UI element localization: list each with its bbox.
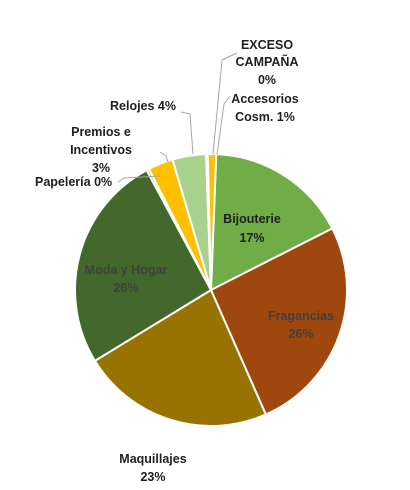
leader-line-premios-e-incentivos bbox=[159, 151, 169, 163]
data-label-exceso-campana-line3: 0% bbox=[258, 73, 276, 87]
data-label-premios-e-incentivos-line3: 3% bbox=[92, 161, 110, 175]
leader-line-exceso-campana bbox=[212, 52, 238, 155]
data-label-bijouterie-line2: 17% bbox=[239, 231, 264, 245]
data-label-maquillajes-line1: Maquillajes bbox=[119, 452, 186, 466]
data-label-exceso-campana-line2: CAMPAÑA bbox=[236, 54, 299, 69]
data-label-accesorios-cosm-line2: Cosm. 1% bbox=[235, 110, 295, 124]
data-label-papeleria-line1: Papelería 0% bbox=[35, 175, 112, 189]
data-label-accesorios-cosm-line1: Accesorios bbox=[231, 92, 298, 106]
data-label-bijouterie-line1: Bijouterie bbox=[223, 212, 281, 226]
data-labels: Bijouterie 17% Fragancias 26% Maquillajes 23%… bbox=[35, 38, 334, 484]
leader-lines bbox=[117, 52, 238, 183]
data-label-premios-e-incentivos-line1: Premios e bbox=[71, 125, 131, 139]
pie-slices bbox=[74, 153, 348, 427]
pie-slice-accesorios-cosm bbox=[206, 153, 218, 291]
data-label-moda-y-hogar-line1: Moda y Hogar bbox=[85, 263, 168, 277]
data-label-exceso-campana-line1: EXCESO bbox=[241, 38, 293, 52]
data-label-relojes-line1: Relojes 4% bbox=[110, 99, 176, 113]
data-label-maquillajes-line2: 23% bbox=[140, 470, 165, 484]
leader-line-papeleria bbox=[117, 175, 161, 183]
data-label-moda-y-hogar-line2: 26% bbox=[113, 281, 138, 295]
data-label-fragancias-line2: 26% bbox=[288, 327, 313, 341]
pie-slice-moda-y-hogar bbox=[74, 168, 213, 363]
pie-slice-bijouterie bbox=[209, 153, 334, 292]
data-label-fragancias-line1: Fragancias bbox=[268, 309, 334, 323]
leader-line-relojes bbox=[180, 111, 194, 155]
pie-slice-fragancias bbox=[209, 227, 348, 416]
pie-slice-maquillajes bbox=[93, 288, 268, 427]
data-label-premios-e-incentivos-line2: Incentivos bbox=[70, 143, 132, 157]
leader-line-accesorios-cosm bbox=[216, 95, 231, 156]
